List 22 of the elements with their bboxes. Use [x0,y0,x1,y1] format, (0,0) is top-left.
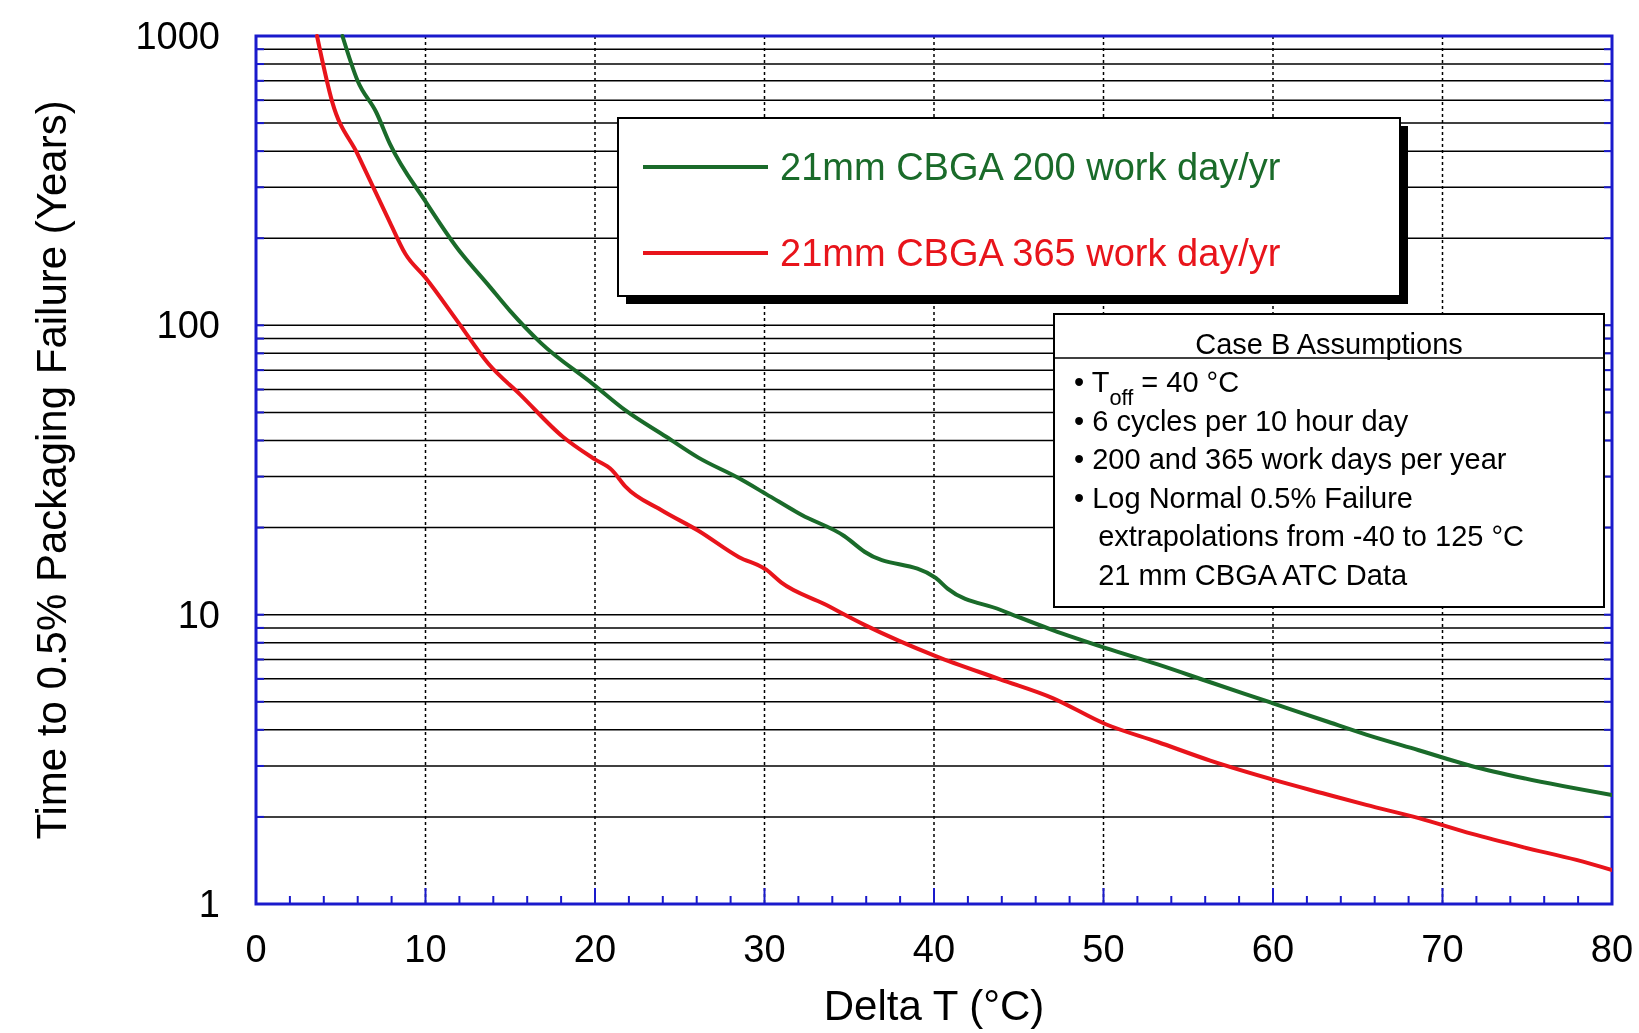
x-tick-label: 60 [1251,928,1295,970]
annotation: 21 mm CBGA ATC Data [1074,558,1408,591]
y-tick-label: 10 [177,593,220,636]
legend-label: 21mm CBGA 365 work day/yr [780,232,1281,274]
x-tick-label: 40 [912,928,956,970]
annotation: • 200 and 365 work days per year [1074,443,1507,475]
annotation: Case B Assumptions [1195,328,1463,360]
x-tick-label: 70 [1421,928,1464,970]
legend-label: 21mm CBGA 200 work day/yr [780,146,1281,188]
annotation: extrapolations from -40 to 125 °C [1074,520,1525,552]
x-axis-title: Delta T (°C) [823,982,1045,1029]
x-tick-label: 50 [1082,928,1125,970]
annotation: • Log Normal 0.5% Failure [1074,481,1413,514]
x-tick-label: 0 [245,928,267,970]
y-tick-label: 100 [156,304,220,347]
y-tick-label: 1000 [135,15,220,57]
x-tick-label: 30 [743,928,786,970]
x-tick-label: 20 [573,928,617,970]
x-tick-label: 80 [1590,928,1634,970]
y-tick-label: 1 [198,883,220,925]
y-axis-title: Time to 0.5% Packaging Failure (Years) [28,100,75,840]
x-tick-label: 10 [404,928,447,970]
